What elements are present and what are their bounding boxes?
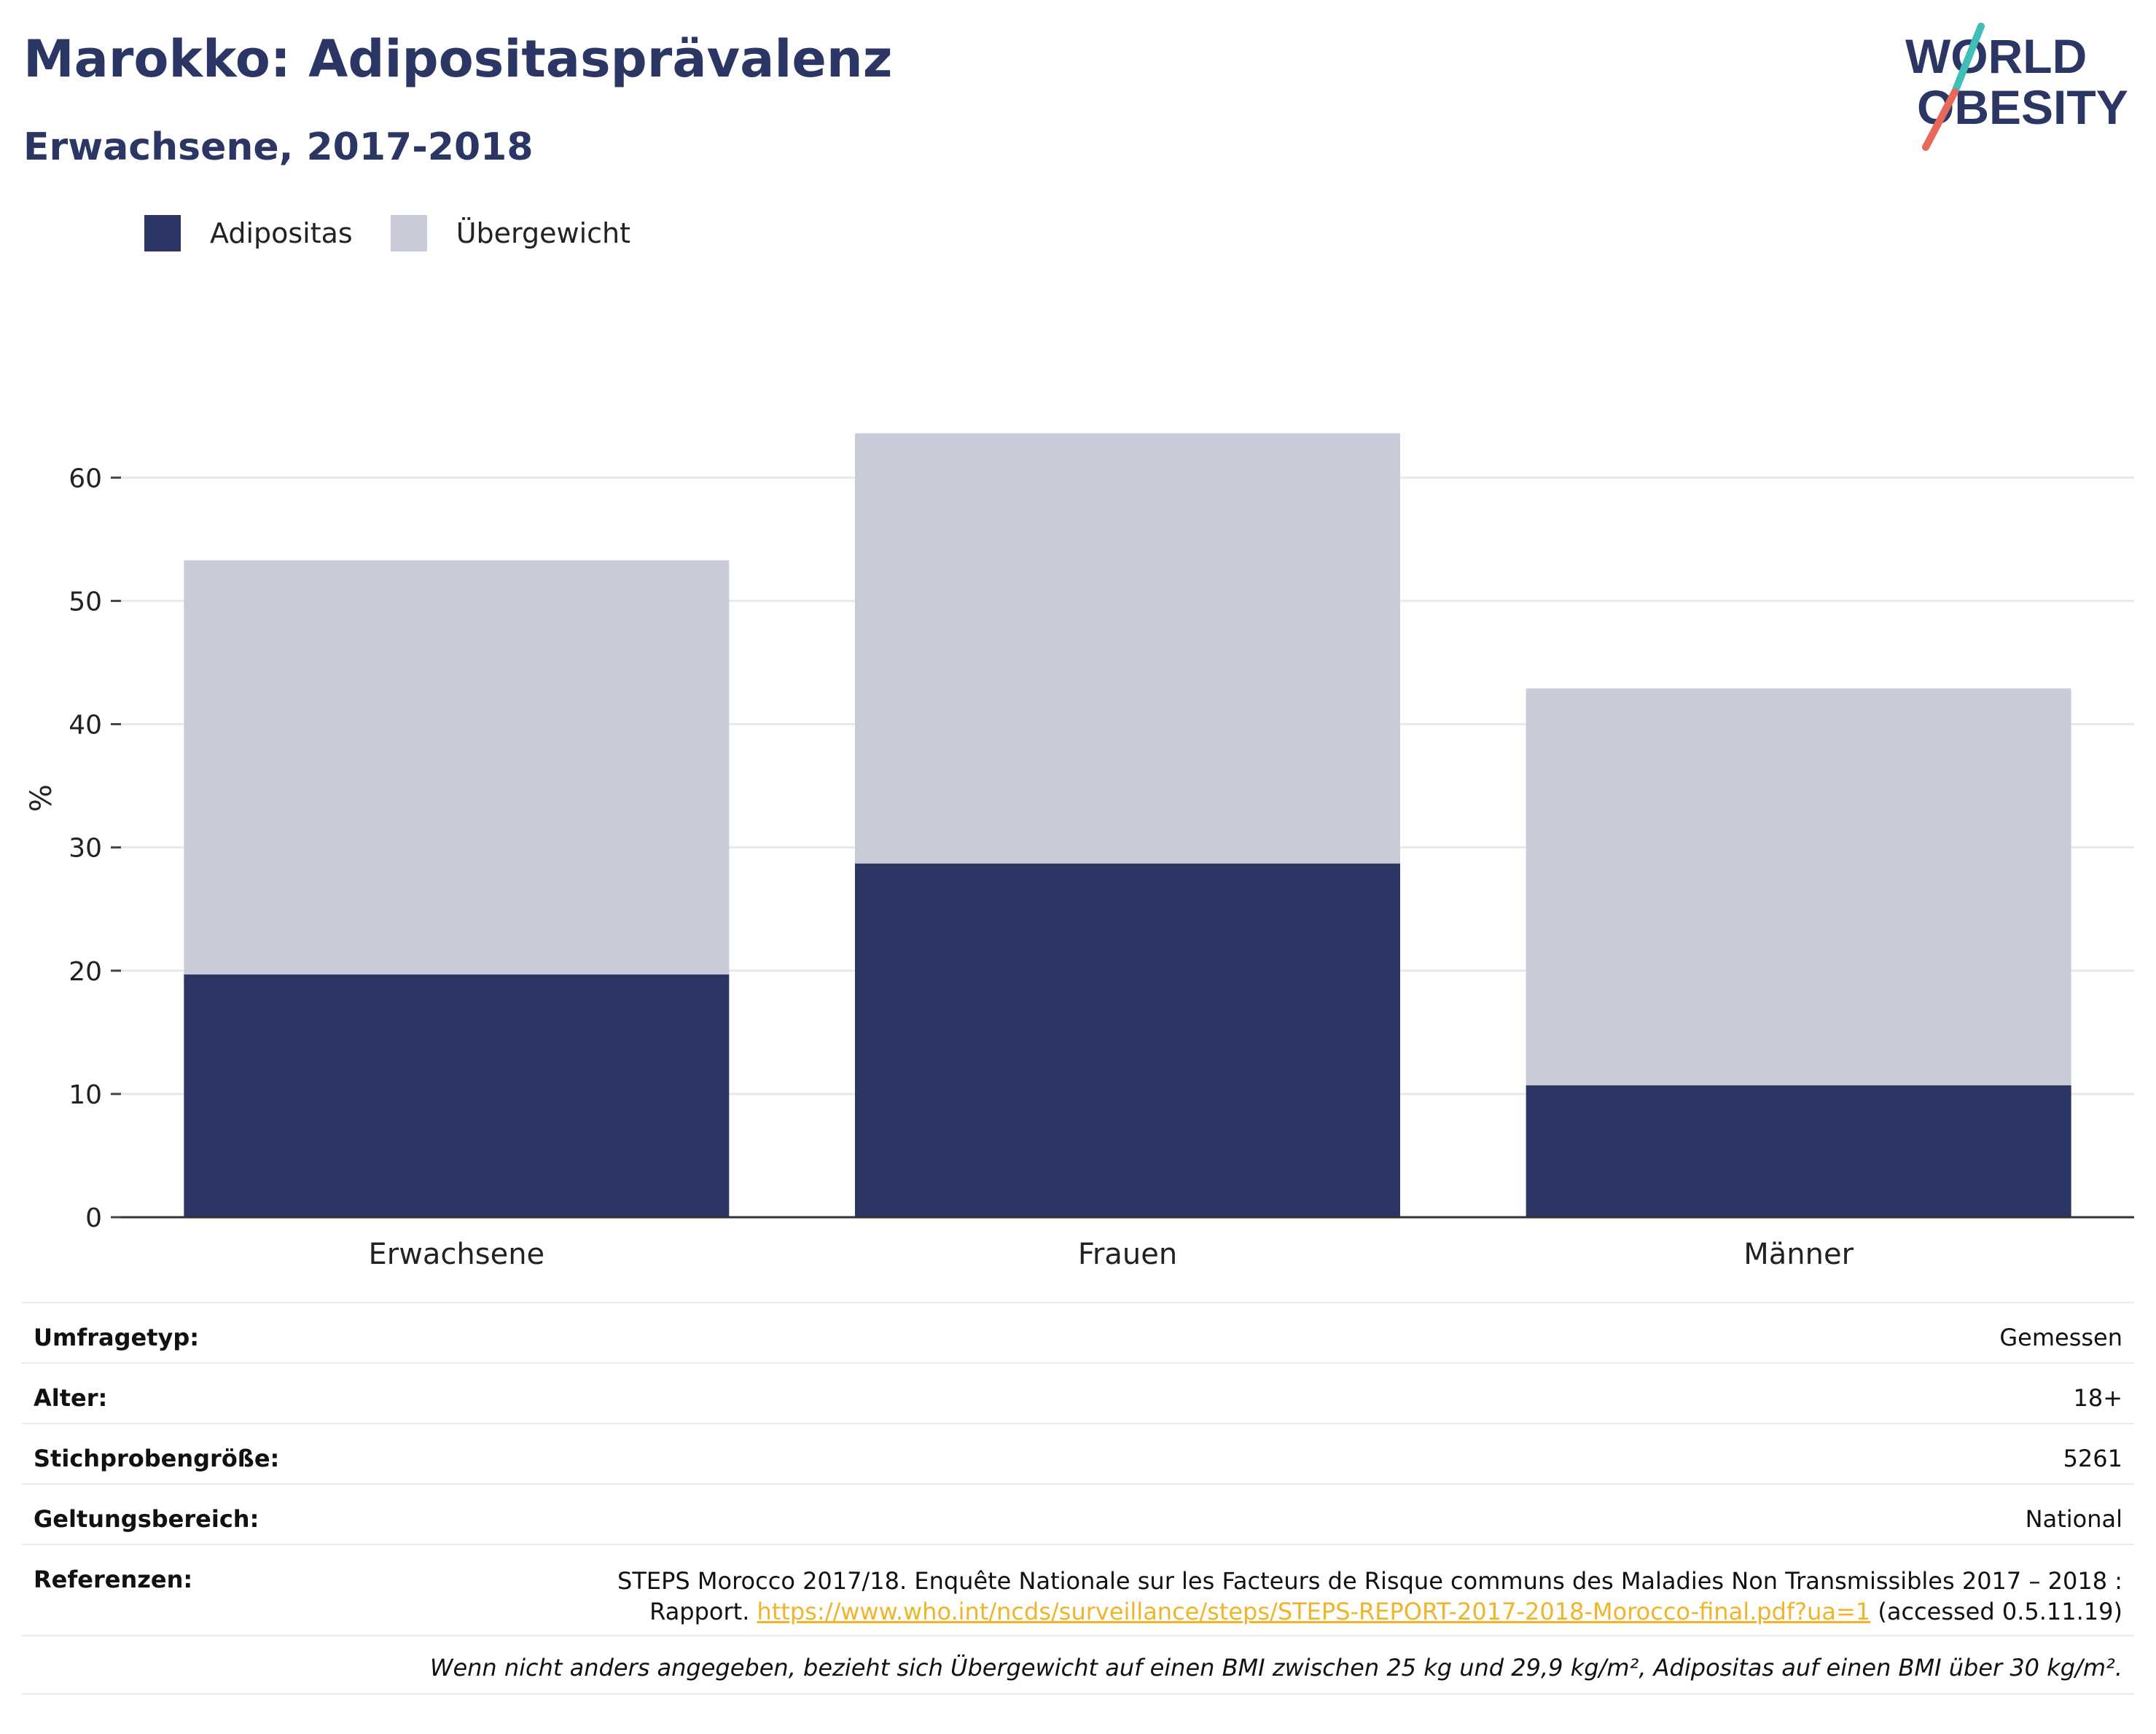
info-row-references: Referenzen: STEPS Morocco 2017/18. Enquê… xyxy=(22,1544,2134,1635)
bar-adipositas-0 xyxy=(184,974,730,1217)
x-tick-label: Frauen xyxy=(1078,1238,1177,1271)
logo-text-world: WORLD xyxy=(1905,29,2087,83)
bar-uebergewicht-1 xyxy=(855,433,1400,864)
info-label: Umfragetyp: xyxy=(34,1324,200,1351)
x-tick-label: Männer xyxy=(1743,1238,1854,1271)
info-row-coverage: Geltungsbereich: National xyxy=(22,1483,2134,1544)
y-tick-label: 10 xyxy=(69,1080,102,1110)
info-value: 5261 xyxy=(2063,1445,2122,1472)
references-text-before-link: Rapport. xyxy=(649,1598,757,1625)
logo-slash-coral xyxy=(1922,88,1958,151)
survey-info-table: Umfragetyp: Gemessen Alter: 18+ Stichpro… xyxy=(22,1302,2134,1695)
world-obesity-logo: WORLD OBESITY xyxy=(1905,23,2128,151)
y-tick-label: 0 xyxy=(85,1203,102,1233)
legend-swatch-adipositas xyxy=(144,215,181,251)
reference-link[interactable]: https://www.who.int/ncds/surveillance/st… xyxy=(757,1598,1871,1625)
bar-uebergewicht-0 xyxy=(184,560,730,975)
chart-legend: Adipositas Übergewicht xyxy=(144,214,668,252)
info-label: Referenzen: xyxy=(34,1566,193,1593)
y-tick-label: 40 xyxy=(69,711,102,741)
legend-item-adipositas[interactable]: Adipositas xyxy=(144,215,353,251)
x-tick-label: Erwachsene xyxy=(368,1238,544,1271)
references-text: STEPS Morocco 2017/18. Enquête Nationale… xyxy=(373,1566,2122,1627)
stacked-bar-chart: 0 10 20 30 40 50 60% Erwachsene Frauen Männer xyxy=(25,433,2134,1271)
bar-adipositas-1 xyxy=(855,863,1400,1217)
info-value: National xyxy=(2025,1505,2122,1533)
legend-label-uebergewicht: Übergewicht xyxy=(456,217,630,249)
chart-subtitle: Erwachsene, 2017-2018 xyxy=(23,125,534,169)
legend-swatch-uebergewicht xyxy=(390,215,427,251)
info-label: Geltungsbereich: xyxy=(34,1505,259,1533)
y-axis-label: % xyxy=(25,784,58,812)
y-tick-label: 60 xyxy=(69,464,102,493)
references-line-1: STEPS Morocco 2017/18. Enquête Nationale… xyxy=(617,1567,2122,1595)
legend-label-adipositas: Adipositas xyxy=(210,217,353,249)
info-label: Stichprobengröße: xyxy=(34,1445,280,1472)
y-tick-label: 30 xyxy=(69,834,102,864)
info-label: Alter: xyxy=(34,1384,108,1412)
info-value: 18+ xyxy=(2073,1384,2122,1412)
info-row-sample-size: Stichprobengröße: 5261 xyxy=(22,1423,2134,1483)
bmi-definition-note: Wenn nicht anders angegeben, bezieht sic… xyxy=(22,1635,2134,1695)
info-row-survey-type: Umfragetyp: Gemessen xyxy=(22,1302,2134,1362)
y-tick-label: 50 xyxy=(69,587,102,617)
references-text-after-link: (accessed 0.5.11.19) xyxy=(1870,1598,2122,1625)
y-tick-label: 20 xyxy=(69,957,102,987)
bar-adipositas-2 xyxy=(1526,1085,2071,1217)
bar-uebergewicht-2 xyxy=(1526,688,2071,1086)
legend-item-uebergewicht[interactable]: Übergewicht xyxy=(390,215,630,251)
chart-title: Marokko: Adipositasprävalenz xyxy=(23,29,893,89)
info-row-age: Alter: 18+ xyxy=(22,1362,2134,1423)
info-value: Gemessen xyxy=(1999,1324,2122,1351)
logo-slash-teal xyxy=(1951,23,1985,95)
